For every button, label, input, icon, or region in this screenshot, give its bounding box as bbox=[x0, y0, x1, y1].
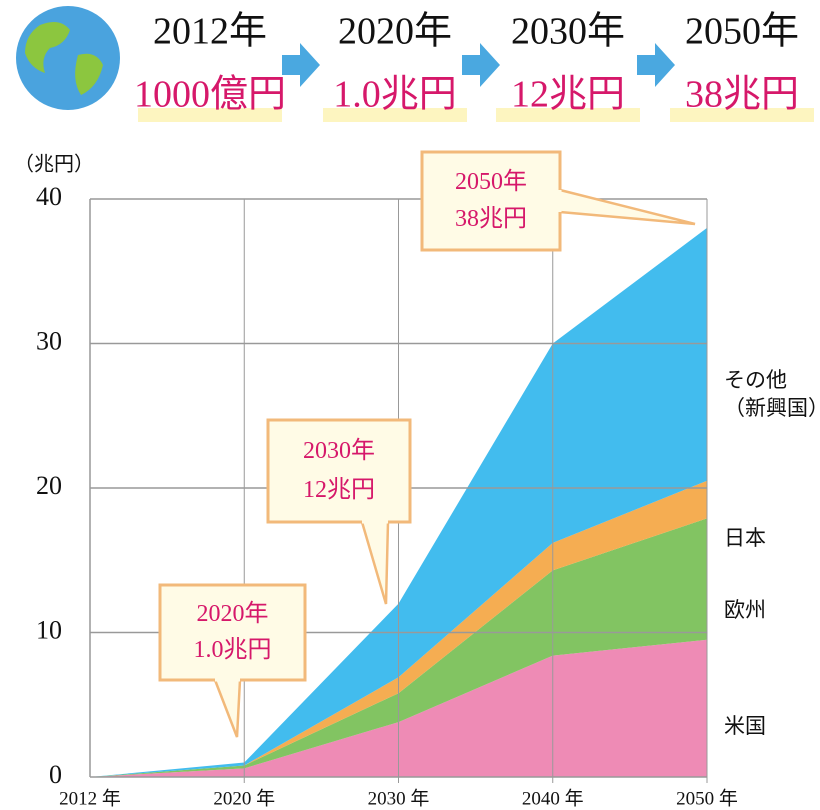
header-year: 2012年 bbox=[153, 11, 267, 53]
x-tick-label: 2020 年 bbox=[213, 787, 275, 809]
callout-year: 2020年 bbox=[197, 600, 269, 627]
x-tick-label: 2030 年 bbox=[368, 787, 430, 809]
callout-tail bbox=[559, 188, 696, 226]
series-label-line: 米国 bbox=[724, 714, 766, 738]
callout-value: 1.0兆円 bbox=[194, 636, 272, 663]
y-tick-label: 10 bbox=[36, 615, 62, 644]
series-label: 日本 bbox=[724, 526, 766, 550]
callout-year: 2030年 bbox=[303, 437, 375, 464]
series-label-line: 日本 bbox=[724, 526, 766, 550]
highlight bbox=[323, 108, 467, 122]
callout-box bbox=[158, 583, 307, 682]
x-tick-label: 2050 年 bbox=[676, 787, 738, 809]
series-label-line: その他 bbox=[724, 368, 787, 392]
callout-tail bbox=[360, 521, 390, 605]
callout-value: 12兆円 bbox=[303, 476, 375, 503]
header-value: 38兆円 bbox=[685, 74, 799, 116]
header-year: 2050年 bbox=[685, 11, 799, 53]
callout-year: 2050年 bbox=[455, 168, 527, 195]
series-label-line: （新興国） bbox=[724, 396, 820, 420]
highlight bbox=[138, 108, 282, 122]
callout-tail bbox=[213, 679, 242, 738]
series-label: 欧州 bbox=[724, 598, 766, 622]
y-tick-label: 30 bbox=[36, 326, 62, 355]
header-year: 2030年 bbox=[511, 11, 625, 53]
globe bbox=[16, 6, 120, 110]
y-tick-label: 0 bbox=[49, 760, 62, 789]
series-label: その他 （新興国） bbox=[724, 368, 820, 420]
y-axis-label: （兆円） bbox=[14, 153, 94, 176]
header-value: 1000億円 bbox=[134, 74, 286, 116]
x-tick-label: 2040 年 bbox=[522, 787, 584, 809]
header-value: 12兆円 bbox=[511, 74, 625, 116]
header-value: 1.0兆円 bbox=[333, 74, 457, 116]
callout-box bbox=[266, 418, 412, 524]
callout-value: 38兆円 bbox=[455, 205, 527, 232]
series-label-line: 欧州 bbox=[724, 598, 766, 622]
highlight bbox=[496, 108, 640, 122]
y-tick-label: 40 bbox=[36, 182, 62, 211]
header-year: 2020年 bbox=[338, 11, 452, 53]
arrows bbox=[282, 43, 675, 87]
x-tick-label: 2012 年 bbox=[59, 787, 121, 809]
highlight bbox=[670, 108, 814, 122]
series-label: 米国 bbox=[724, 714, 766, 738]
y-tick-label: 20 bbox=[36, 471, 62, 500]
callout-box bbox=[420, 150, 562, 252]
